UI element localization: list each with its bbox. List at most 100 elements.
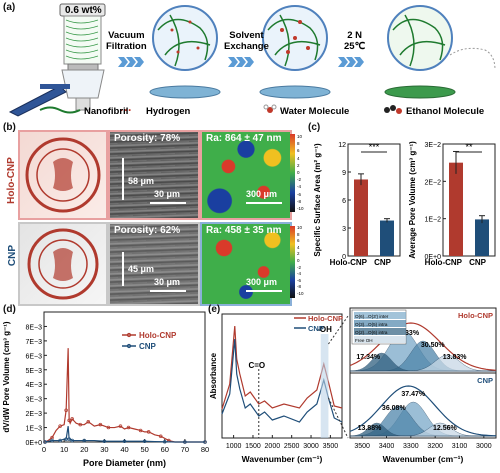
cnp-sem-scale: 30 μm: [154, 277, 181, 287]
cnp-afm-scale: 300 μm: [246, 277, 278, 287]
plot-frame: [221, 313, 343, 439]
x-tick-label: 3100: [452, 443, 468, 450]
data-point: [50, 438, 54, 443]
panel-c-label: (c): [308, 122, 321, 133]
panel-d-label: (d): [3, 304, 16, 315]
holo-fraction: 13.83%: [443, 354, 468, 361]
legend-marker: [126, 343, 132, 349]
step-conditions: 2 N 25℃: [344, 30, 366, 52]
pore-distribution-chart: 0 10 20 30 40 50 60 70 80 0E+0 1E−3 2E−3 3E−3 4E−3 5E−…: [2, 311, 209, 468]
plot-frame: [442, 143, 496, 257]
stage-1-circle: [149, 5, 221, 99]
holo-cnp-sem-scale: 30 μm: [154, 189, 181, 199]
cnp-afm-scalebar: [246, 290, 282, 292]
x-tick-label: 0: [42, 445, 46, 454]
oh-band-highlight: [320, 334, 329, 438]
panel-a-schematic: ···: [8, 3, 496, 117]
x-tick-label: 3300: [403, 443, 419, 450]
cnp-fit-label: CNP: [477, 376, 493, 385]
zoom-connector: [328, 315, 349, 345]
x-tick-label: 3200: [427, 443, 443, 450]
surface-area-chart: 0 3 6 9 12 Holo-CNP CNP *** Specific Surface Are…: [313, 142, 401, 267]
data-point: [58, 424, 62, 428]
pore-volume-chart: 0E+0 1E−2 2E−2 3E−2 Holo-CNP CNP ** Average Por…: [408, 141, 496, 267]
cnp-fraction: 12.56%: [433, 425, 458, 432]
significance-marker: ***: [369, 142, 380, 152]
x-tick-label: 10: [60, 445, 68, 454]
holo-fraction: 17.34%: [356, 354, 381, 361]
x-tick-label: Holo-CNP: [425, 258, 463, 267]
y-tick-label: 3E−3: [25, 397, 42, 404]
data-point: [163, 439, 167, 444]
data-point: [70, 438, 74, 443]
x-tick-label: 30: [100, 445, 108, 454]
holo-cnp-photo: [18, 130, 108, 220]
x-tick-label: 3000: [476, 443, 492, 450]
data-point: [102, 439, 107, 444]
deconv-legend-swatch: [354, 328, 406, 335]
y-tick-label: 2E−3: [25, 411, 42, 418]
panel-a-label: (a): [3, 2, 16, 13]
data-point: [67, 437, 71, 441]
x-tick-label: 3500: [354, 443, 370, 450]
x-tick-label: 50: [140, 445, 148, 454]
y-tick-label: 4E−3: [25, 382, 42, 389]
nanofibril-legend-icon: [39, 106, 81, 114]
legend-label: CNP: [139, 342, 157, 351]
holo-cnp-afm-scale: 300 μm: [246, 189, 278, 199]
panel-e-label: (e): [208, 304, 221, 315]
co-peak-label: C=O: [248, 361, 265, 370]
y-tick-label: 7E−3: [25, 339, 42, 346]
filter-clamp: [67, 63, 99, 71]
x-tick-label: CNP: [374, 258, 392, 267]
data-point: [138, 428, 143, 433]
y-axis-label: Average Pore Volume (cm³ g⁻¹): [408, 141, 417, 259]
zoom-connector: [328, 397, 349, 439]
y-tick-label: 2E−2: [424, 179, 441, 186]
deconv-legend-swatch: [354, 320, 406, 327]
legend-label: Holo-CNP: [308, 314, 343, 323]
stage-3-circle: [384, 5, 496, 99]
x-tick-label: 60: [161, 445, 169, 454]
deconv-legend-swatch: [354, 336, 406, 343]
data-point: [86, 420, 91, 424]
bar-holo-cnp: [354, 179, 368, 256]
bar-cnp: [380, 220, 394, 256]
deconv-peak-cnp: [350, 422, 497, 437]
series-line-cnp: [44, 426, 205, 443]
x-tick-label: 70: [181, 445, 189, 454]
holo-cnp-thickness: 58 μm: [128, 176, 155, 186]
holo-cnp-row-label: Holo-CNP: [5, 157, 17, 204]
cnp-row-label: CNP: [7, 244, 19, 267]
x-tick-label: 3000: [303, 443, 319, 450]
holo-cnp-ra: Ra: 864 ± 47 nm: [206, 133, 282, 144]
legend-label: CNP: [308, 324, 324, 333]
holo-fraction: 38.33%: [395, 330, 420, 337]
data-point: [118, 424, 123, 428]
cnp-colorbar: [290, 226, 295, 298]
colorbar-ticks-top: 10 8 6 4 2 0 -2 -4 -6 -8 -10: [297, 134, 304, 212]
process-arrows: [118, 57, 364, 67]
data-point: [58, 438, 62, 443]
beaker-body: [63, 15, 102, 65]
beaker-fibrils: [65, 19, 99, 60]
data-point: [158, 434, 163, 438]
y-tick-label: 3: [342, 226, 346, 233]
stage-2-circle: [259, 5, 331, 99]
deconv-legend-label: O(2)...O(6) intra: [355, 330, 388, 335]
deconv-legend-label: Free OH: [355, 338, 373, 343]
data-point: [70, 417, 74, 421]
x-tick-label: 1000: [226, 443, 242, 450]
y-tick-label: 0E+0: [25, 440, 42, 447]
x-tick-label: 3500: [323, 443, 339, 450]
bar-holo-cnp: [449, 162, 463, 256]
cnp-fraction: 13.88%: [358, 425, 383, 432]
holo-cnp-sem-scalebar: [150, 202, 186, 204]
significance-marker: **: [465, 142, 473, 152]
x-axis-label: Wavenumber (cm⁻¹): [242, 454, 323, 464]
data-point: [64, 408, 68, 412]
y-tick-label: 1E−3: [25, 426, 42, 433]
legend-water: Water Molecule: [280, 106, 350, 117]
deconv-x-axis-label: Wavenumber (cm⁻¹): [383, 454, 464, 464]
x-tick-label: 20: [80, 445, 88, 454]
